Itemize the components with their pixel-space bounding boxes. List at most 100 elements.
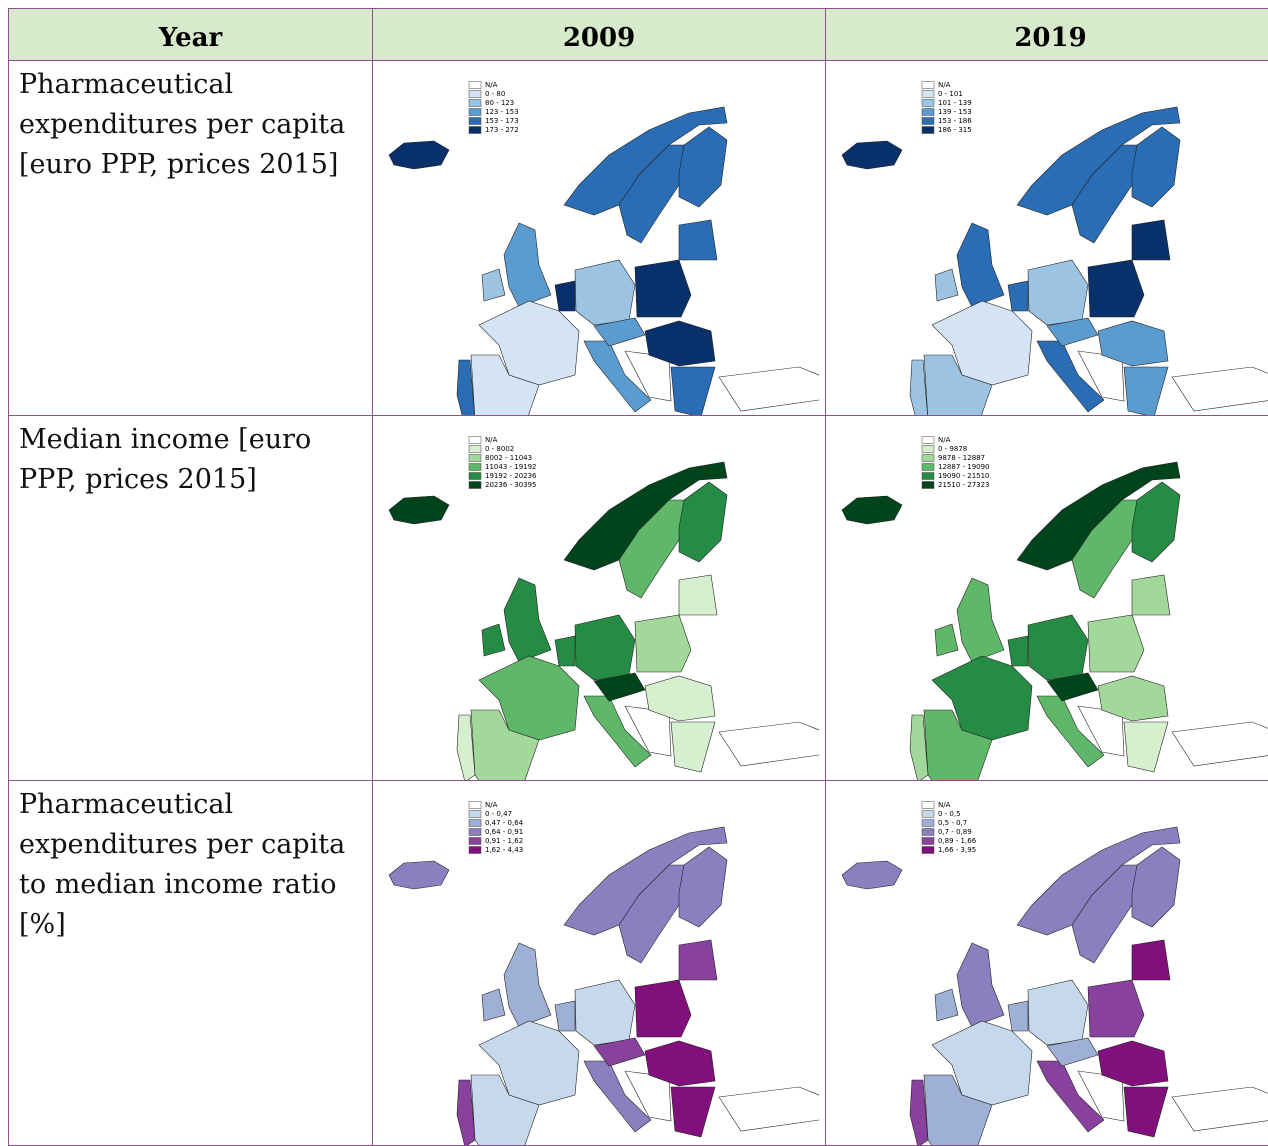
legend-label: N/A [485,436,498,444]
header-cell: 2009 [372,8,826,61]
country [1008,281,1028,311]
country [1008,1001,1028,1031]
country [504,578,551,662]
legend-label: 0,7 - 0,89 [938,828,972,836]
country [1088,980,1144,1037]
map: N/A0 - 0,50,5 - 0,70,7 - 0,890,89 - 1,66… [832,783,1268,1145]
country [482,989,505,1021]
country [1028,980,1088,1045]
country [482,624,505,656]
header-cell: 2019 [825,8,1268,61]
legend-label: 1,66 - 3,95 [938,846,976,854]
country [575,260,635,325]
legend-label: 153 - 173 [485,117,519,125]
legend-swatch [922,829,934,836]
country [671,1087,715,1137]
legend-swatch [469,820,481,827]
country [1172,1087,1268,1131]
legend-swatch [922,82,934,89]
legend-swatch [469,838,481,845]
country [555,636,575,666]
row-label: Pharmaceutical expenditures per capita t… [8,780,373,1146]
country [842,861,902,889]
country [575,615,635,680]
country [1124,722,1168,772]
country [635,260,691,317]
legend-swatch [922,109,934,116]
legend-swatch [469,473,481,480]
country [957,578,1004,662]
country [1028,260,1088,325]
legend-label: 0,64 - 0,91 [485,828,523,836]
country [1088,260,1144,317]
country [504,223,551,307]
legend-swatch [922,437,934,444]
country [679,220,717,260]
country [679,575,717,615]
legend-label: 0 - 80 [485,90,505,98]
legend-swatch [469,829,481,836]
country [957,943,1004,1027]
legend-label: 0 - 0,47 [485,810,512,818]
country [1172,367,1268,411]
country [719,1087,819,1131]
legend-label: 0,47 - 0,64 [485,819,524,827]
legend-swatch [922,100,934,107]
legend-label: 19192 - 20236 [485,472,537,480]
legend-label: 153 - 186 [938,117,972,125]
legend-swatch [469,847,481,854]
country [671,722,715,772]
country [679,940,717,980]
country [482,269,505,301]
legend-label: N/A [938,801,951,809]
country [1028,615,1088,680]
country [1008,636,1028,666]
country [389,496,449,524]
legend-swatch [922,820,934,827]
legend-swatch [922,802,934,809]
legend-swatch [922,446,934,453]
country [679,482,727,562]
legend-label: 80 - 123 [485,99,514,107]
legend-label: 19090 - 21510 [938,472,990,480]
legend-label: 0 - 9878 [938,445,967,453]
legend-label: 0 - 8002 [485,445,514,453]
legend-swatch [922,482,934,489]
legend-swatch [469,482,481,489]
page: Year20092019Pharmaceutical expenditures … [0,0,1268,1138]
country [935,989,958,1021]
legend-label: 0 - 0,5 [938,810,961,818]
legend-swatch [469,91,481,98]
legend-swatch [469,464,481,471]
country [1132,940,1170,980]
legend-label: 9878 - 12887 [938,454,985,462]
country [719,722,819,766]
country [957,223,1004,307]
legend-label: N/A [485,81,498,89]
map-cell: N/A0 - 0,470,47 - 0,640,64 - 0,910,91 - … [372,780,826,1146]
country [555,1001,575,1031]
country [575,980,635,1045]
country [1132,220,1170,260]
country [679,847,727,927]
legend-label: 139 - 153 [938,108,972,116]
legend-swatch [922,464,934,471]
legend-swatch [922,473,934,480]
legend-swatch [922,91,934,98]
country [719,367,819,411]
country [389,141,449,169]
country [389,861,449,889]
country [842,141,902,169]
legend-swatch [469,446,481,453]
legend-swatch [469,109,481,116]
country [842,496,902,524]
legend-label: 0,91 - 1,62 [485,837,523,845]
legend-label: 8002 - 11043 [485,454,532,462]
country [1172,722,1268,766]
legend-label: 0,89 - 1,66 [938,837,977,845]
header-cell: Year [8,8,373,61]
